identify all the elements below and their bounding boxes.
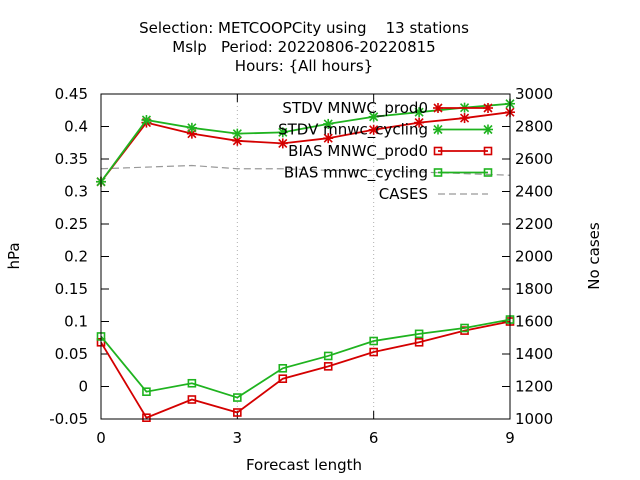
data-point: [459, 113, 470, 124]
y2-tick-label: 2600: [515, 150, 553, 168]
data-point: [323, 133, 334, 144]
y2-axis-label: No cases: [585, 222, 603, 290]
data-point: [369, 336, 378, 346]
legend-label: STDV mnwc_cycling: [278, 121, 428, 140]
y2-tick-label: 2000: [515, 248, 553, 266]
data-point: [433, 124, 443, 135]
data-point: [483, 103, 493, 113]
y-tick-label: -0.05: [49, 410, 88, 428]
y-tick-label: 0.25: [55, 215, 88, 233]
data-point: [433, 103, 443, 113]
y-axis-label: hPa: [5, 242, 23, 269]
data-point: [233, 408, 242, 417]
y-tick-label: 0.4: [64, 118, 88, 136]
data-point: [187, 395, 197, 404]
y2-tick-label: 1800: [515, 280, 553, 298]
data-point: [369, 347, 378, 357]
y2-tick-label: 1400: [515, 345, 553, 363]
data-point: [368, 124, 379, 135]
plot-frame: [100, 93, 511, 420]
data-point: [278, 363, 288, 373]
data-point: [414, 117, 425, 128]
y2-tick-label: 2800: [515, 118, 553, 136]
title-line-3: Hours: {All hours}: [235, 57, 373, 75]
y2-axis-ticks: 1000 1200 1400 1600 1800 2000 2200 2400 2600 2800…: [502, 85, 553, 428]
data-point: [277, 127, 288, 138]
y2-tick-label: 1200: [515, 378, 553, 396]
y-tick-label: 0.2: [64, 248, 88, 266]
legend-label: CASES: [379, 185, 428, 203]
y-tick-label: 0.05: [55, 345, 88, 363]
data-point: [187, 378, 197, 388]
data-point: [433, 146, 443, 156]
data-point: [186, 122, 197, 133]
series-line-2: [100, 320, 511, 419]
data-point: [278, 374, 288, 384]
y2-tick-label: 1600: [515, 313, 553, 331]
data-point: [483, 146, 493, 156]
x-tick-label: 0: [96, 429, 106, 447]
series-line-0: [100, 111, 511, 183]
data-point: [368, 111, 379, 122]
data-point: [323, 351, 333, 361]
x-tick-label: 6: [369, 429, 379, 447]
data-point: [414, 107, 425, 118]
x-axis-label: Forecast length: [246, 456, 362, 474]
x-tick-label: 3: [233, 429, 243, 447]
y2-tick-label: 2200: [515, 215, 553, 233]
y-tick-label: 0.15: [55, 280, 88, 298]
series-line-3: [100, 318, 511, 399]
y2-tick-label: 2400: [515, 183, 553, 201]
data-point: [414, 337, 424, 347]
y2-tick-label: 3000: [515, 85, 553, 103]
title-line-2: Mslp Period: 20220806-20220815: [172, 38, 435, 56]
y-tick-label: 0: [78, 378, 88, 396]
data-point: [141, 115, 152, 125]
series-line-1: [100, 102, 511, 183]
legend-label: BIAS MNWC_prod0: [288, 142, 428, 161]
legend-label: BIAS mnwc_cycling: [284, 164, 428, 183]
data-point: [232, 128, 243, 139]
y-tick-label: 0.35: [55, 150, 88, 168]
data-point: [142, 387, 151, 397]
data-point: [323, 362, 333, 371]
y2-tick-label: 1000: [515, 410, 553, 428]
data-point: [277, 138, 288, 149]
legend: STDV MNWC_prod0 STDV mnwc_cycling BIAS MNW…: [278, 99, 493, 203]
legend-label: STDV MNWC_prod0: [282, 99, 428, 118]
y-tick-label: 0.45: [55, 85, 88, 103]
data-point: [483, 168, 493, 177]
data-point: [414, 329, 424, 339]
chart-title: Selection: METCOOPCity using 13 stations…: [139, 19, 469, 75]
data-point: [483, 124, 493, 135]
data-point: [233, 393, 242, 402]
y-tick-label: 0.1: [64, 313, 88, 331]
data-point: [460, 323, 469, 333]
title-line-1: Selection: METCOOPCity using 13 stations: [139, 19, 469, 37]
data-point: [142, 413, 151, 423]
data-point: [323, 118, 334, 129]
x-tick-label: 9: [505, 429, 515, 447]
y-axis-ticks: -0.05 0 0.05 0.1 0.15 0.2 0.25 0.3 0.35 0.4 0.45: [49, 85, 109, 428]
y-tick-label: 0.3: [64, 183, 88, 201]
data-point: [433, 168, 443, 177]
